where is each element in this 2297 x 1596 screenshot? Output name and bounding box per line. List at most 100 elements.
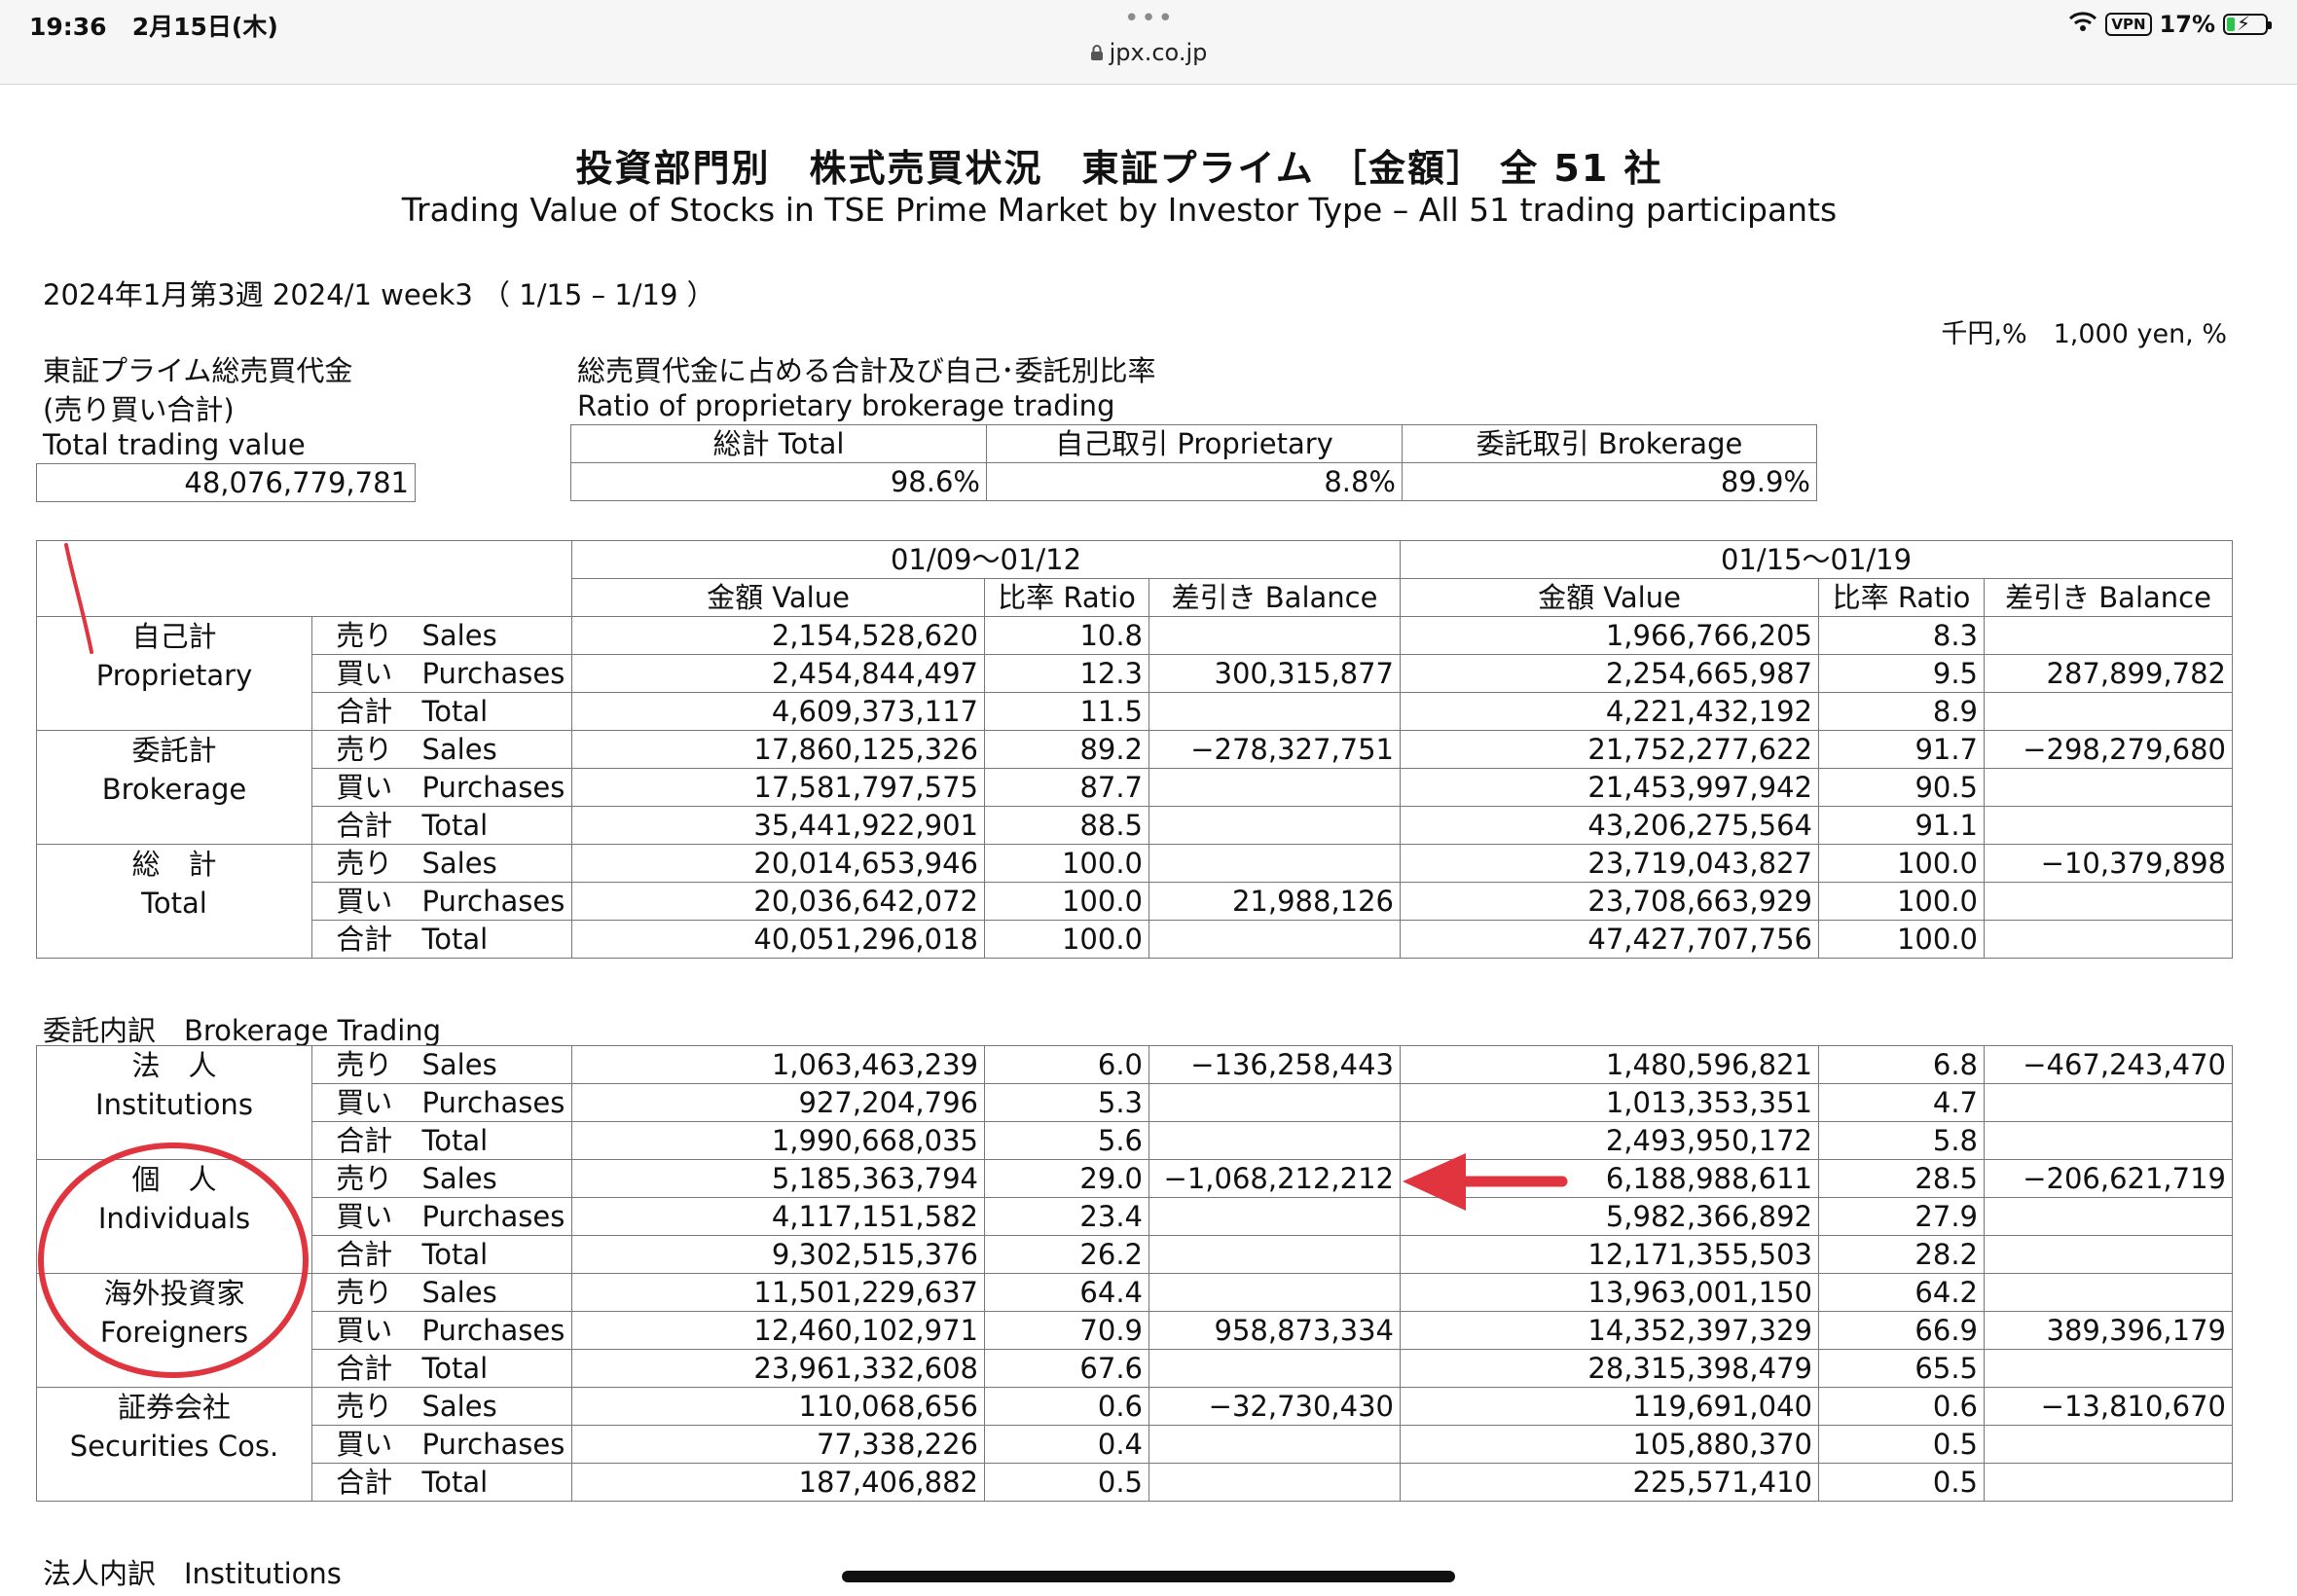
value-period1: 927,204,796 xyxy=(571,1083,985,1122)
table-row: 買い Purchases 20,036,642,072 100.0 21,988,126… xyxy=(37,882,2234,921)
value-period2: 6,188,988,611 xyxy=(1400,1159,1819,1198)
balance-period2: −298,279,680 xyxy=(1984,730,2234,769)
balance-period1 xyxy=(1148,1273,1401,1312)
row-type-en: Sales xyxy=(416,616,573,655)
balance-period2 xyxy=(1984,692,2234,731)
value-period2: 13,963,001,150 xyxy=(1400,1273,1819,1312)
status-clock: 19:36 2月15日(木) xyxy=(29,13,278,41)
balance-period2: −206,621,719 xyxy=(1984,1159,2233,1198)
value-period1: 4,609,373,117 xyxy=(571,692,986,731)
ratio-period2: 6.8 xyxy=(1818,1045,1985,1084)
value-period1: 77,338,226 xyxy=(571,1425,985,1464)
ratio-period1: 70.9 xyxy=(984,1311,1149,1350)
category-cell: 個 人 Individuals xyxy=(36,1159,312,1274)
row-type-en: Sales xyxy=(416,1273,572,1312)
value-period2: 1,966,766,205 xyxy=(1400,616,1820,655)
row-type-en: Total xyxy=(416,1235,572,1274)
ratio-period1: 6.0 xyxy=(984,1045,1149,1084)
value-period1: 12,460,102,971 xyxy=(571,1311,985,1350)
ratio-period1: 5.6 xyxy=(984,1121,1149,1160)
balance-period2: −467,243,470 xyxy=(1984,1045,2233,1084)
col-ratio-header: 比率 Ratio xyxy=(984,578,1150,617)
system-icons: VPN 17% ⚡ xyxy=(2068,8,2272,41)
row-type-jp: 合計 xyxy=(311,1463,417,1502)
balance-period2 xyxy=(1984,1083,2233,1122)
ratio-period1: 100.0 xyxy=(984,844,1150,883)
home-indicator[interactable] xyxy=(842,1571,1455,1582)
table-row: 買い Purchases 77,338,226 0.4 105,880,370 0.5 xyxy=(37,1425,2233,1464)
balance-period2: 287,899,782 xyxy=(1984,654,2234,693)
row-type-jp: 売り xyxy=(311,1273,417,1312)
category-label-jp: 法 人 xyxy=(131,1049,217,1082)
value-period1: 17,860,125,326 xyxy=(571,730,986,769)
brokerage-heading: 委託内訳 Brokerage Trading xyxy=(43,1014,442,1047)
row-type-jp: 売り xyxy=(311,616,417,655)
row-type-jp: 買い xyxy=(311,882,417,921)
row-type-jp: 合計 xyxy=(311,1235,417,1274)
balance-period2 xyxy=(1984,616,2234,655)
row-type-en: Total xyxy=(416,806,573,845)
value-period2: 1,480,596,821 xyxy=(1400,1045,1819,1084)
row-type-jp: 売り xyxy=(311,1159,417,1198)
table-row: 買い Purchases 927,204,796 5.3 1,013,353,351 4.… xyxy=(37,1083,2233,1122)
category-label-en: Total xyxy=(141,887,207,920)
balance-period1: −32,730,430 xyxy=(1148,1387,1401,1426)
battery-percent: 17% xyxy=(2159,11,2215,38)
table-row: 海外投資家 Foreigners 売り Sales 11,501,229,637 64.4… xyxy=(36,1273,2233,1388)
balance-period1: −136,258,443 xyxy=(1148,1045,1401,1084)
ratio-period1: 0.4 xyxy=(984,1425,1149,1464)
balance-period2 xyxy=(1984,1197,2233,1236)
total-value-box: 48,076,779,781 xyxy=(36,463,416,502)
ratio-value-total: 98.6% xyxy=(570,462,987,501)
value-period2: 5,982,366,892 xyxy=(1400,1197,1819,1236)
ratio-period1: 29.0 xyxy=(984,1159,1149,1198)
value-period1: 9,302,515,376 xyxy=(571,1235,985,1274)
table-row: 合計 Total 187,406,882 0.5 225,571,410 0.5 xyxy=(37,1463,2233,1502)
ratio-period1: 23.4 xyxy=(984,1197,1149,1236)
row-type-jp: 合計 xyxy=(311,1121,417,1160)
address-bar[interactable]: jpx.co.jp xyxy=(0,39,2297,67)
balance-period2 xyxy=(1984,1349,2233,1388)
value-period1: 1,063,463,239 xyxy=(571,1045,985,1084)
value-period2: 14,352,397,329 xyxy=(1400,1311,1819,1350)
balance-period2 xyxy=(1984,882,2234,921)
row-type-en: Purchases xyxy=(416,1425,572,1464)
category-label-jp: 総 計 xyxy=(131,848,217,881)
row-type-en: Purchases xyxy=(416,768,573,807)
category-cell: 総 計 Total xyxy=(36,844,312,959)
ratio-period2: 64.2 xyxy=(1818,1273,1985,1312)
institutions-heading: 法人内訳 Institutions xyxy=(43,1557,342,1590)
col-ratio-header: 比率 Ratio xyxy=(1818,578,1986,617)
ratio-period2: 5.8 xyxy=(1818,1121,1985,1160)
table-row: 合計 Total 23,961,332,608 67.6 28,315,398,479 6… xyxy=(37,1349,2233,1388)
value-period1: 4,117,151,582 xyxy=(571,1197,985,1236)
ratio-period1: 0.5 xyxy=(984,1463,1149,1502)
ratio-period1: 5.3 xyxy=(984,1083,1149,1122)
balance-period2: −13,810,670 xyxy=(1984,1387,2233,1426)
balance-period1 xyxy=(1148,1197,1401,1236)
wifi-icon xyxy=(2068,11,2097,38)
ratio-period2: 27.9 xyxy=(1818,1197,1985,1236)
value-period2: 105,880,370 xyxy=(1400,1425,1819,1464)
more-options-icon[interactable]: ••• xyxy=(1124,4,1176,33)
ratio-period2: 8.3 xyxy=(1818,616,1986,655)
ratio-table: 総計 Total 自己取引 Proprietary 委託取引 Brokerage… xyxy=(570,424,1817,501)
row-type-en: Sales xyxy=(416,730,573,769)
row-type-en: Sales xyxy=(416,1387,572,1426)
row-type-jp: 売り xyxy=(311,1045,417,1084)
category-label-jp: 海外投資家 xyxy=(103,1277,245,1310)
category-label-jp: 個 人 xyxy=(131,1163,217,1196)
total-value-label-jp2: (売り買い合計) xyxy=(43,393,235,426)
ratio-period1: 0.6 xyxy=(984,1387,1149,1426)
period2-header: 01/15～01/19 xyxy=(1400,540,2234,579)
ratio-period1: 67.6 xyxy=(984,1349,1149,1388)
page-title-en: Trading Value of Stocks in TSE Prime Mar… xyxy=(401,191,1838,229)
ratio-period2: 91.7 xyxy=(1818,730,1986,769)
browser-status-bar: 19:36 2月15日(木) ••• jpx.co.jp VPN 17% ⚡ xyxy=(0,0,2297,85)
category-label-en: Foreigners xyxy=(99,1316,249,1349)
row-type-en: Total xyxy=(416,920,573,959)
balance-period2 xyxy=(1984,1425,2233,1464)
row-type-en: Total xyxy=(416,1349,572,1388)
value-period2: 43,206,275,564 xyxy=(1400,806,1820,845)
row-type-jp: 合計 xyxy=(311,806,417,845)
